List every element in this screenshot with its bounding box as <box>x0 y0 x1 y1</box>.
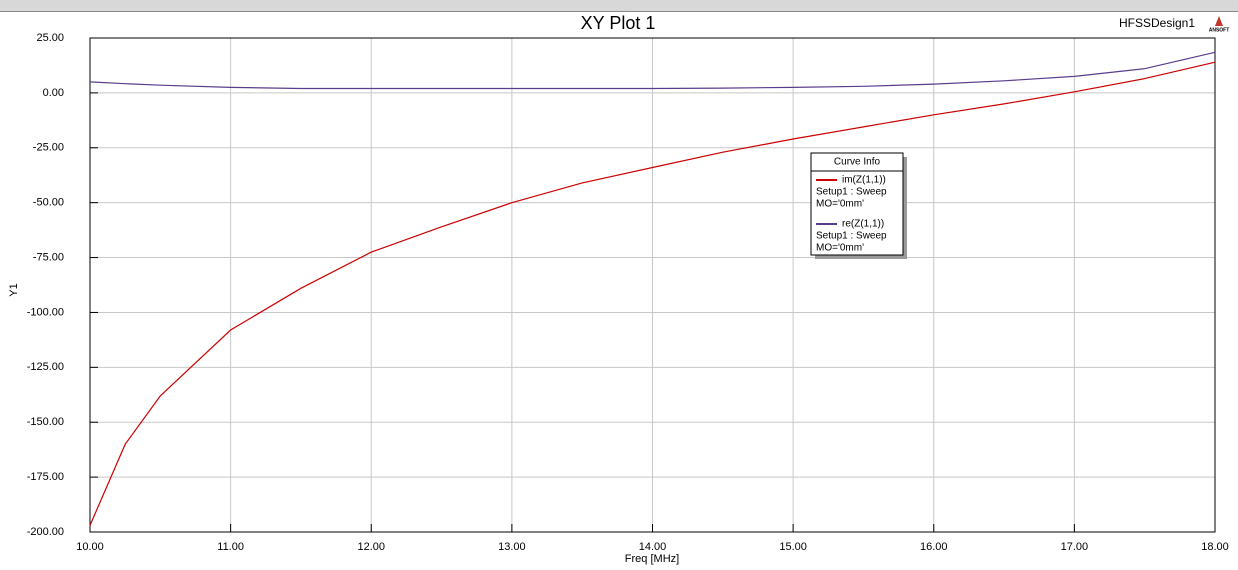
series-line <box>89 51 1216 90</box>
legend-detail: Setup1 : Sweep <box>816 231 887 242</box>
y-tick-label: -200.00 <box>27 526 64 538</box>
x-tick-label: 17.00 <box>1061 541 1089 553</box>
legend-detail: MO='0mm' <box>816 199 864 210</box>
legend-entry: im(Z(1,1)) <box>842 175 886 186</box>
y-tick-label: 0.00 <box>43 87 64 99</box>
logo-icon <box>1215 16 1223 26</box>
y-tick-label: -100.00 <box>27 306 64 318</box>
legend-detail: MO='0mm' <box>816 243 864 254</box>
y-axis-label: Y1 <box>8 283 20 296</box>
x-axis-label: Freq [MHz] <box>625 553 679 565</box>
x-tick-label: 10.00 <box>76 541 104 553</box>
y-tick-label: -50.00 <box>33 197 64 209</box>
legend-detail: Setup1 : Sweep <box>816 187 887 198</box>
plot-frame <box>89 37 1216 533</box>
y-tick-label: -175.00 <box>27 471 64 483</box>
x-tick-label: 16.00 <box>920 541 948 553</box>
x-tick-label: 11.00 <box>217 541 244 553</box>
legend-title: Curve Info <box>834 157 881 168</box>
legend-entry: re(Z(1,1)) <box>842 219 884 230</box>
design-name: HFSSDesign1 <box>1119 16 1195 30</box>
y-tick-label: -150.00 <box>27 416 64 428</box>
logo-text: ANSOFT <box>1209 27 1230 33</box>
y-tick-label: -25.00 <box>33 142 64 154</box>
x-tick-label: 15.00 <box>779 541 807 553</box>
y-tick-label: -125.00 <box>27 361 64 373</box>
y-tick-label: -75.00 <box>33 251 64 263</box>
x-tick-label: 14.00 <box>639 541 667 553</box>
x-tick-label: 13.00 <box>498 541 526 553</box>
legend <box>810 152 904 256</box>
x-tick-label: 12.00 <box>357 541 385 553</box>
series-line <box>89 61 1216 526</box>
x-tick-label: 18.00 <box>1201 541 1229 553</box>
window-bar <box>0 0 1238 11</box>
chart-title: XY Plot 1 <box>581 13 656 33</box>
y-tick-label: 25.00 <box>36 32 64 44</box>
